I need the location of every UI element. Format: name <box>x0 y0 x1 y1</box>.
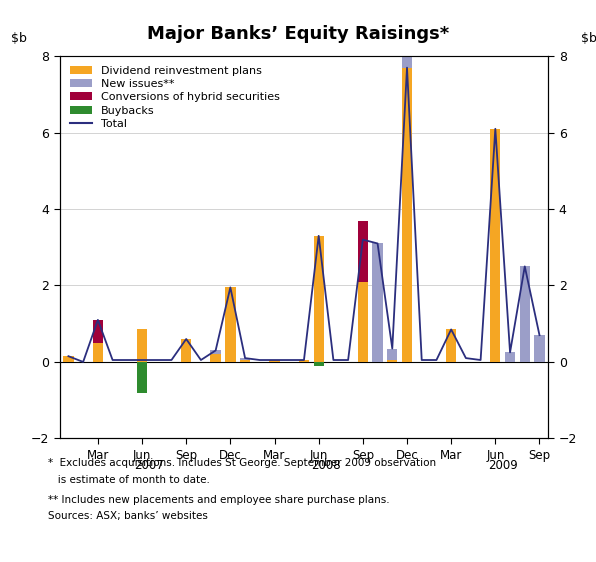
Text: Major Banks’ Equity Raisings*: Major Banks’ Equity Raisings* <box>147 25 449 43</box>
Text: $b: $b <box>11 31 27 45</box>
Bar <box>402 0 412 67</box>
Bar <box>446 329 457 362</box>
Bar <box>137 329 147 362</box>
Bar <box>520 266 530 362</box>
Text: is estimate of month to date.: is estimate of month to date. <box>48 475 210 485</box>
Text: ** Includes new placements and employee share purchase plans.: ** Includes new placements and employee … <box>48 495 389 505</box>
Bar <box>93 320 103 343</box>
Bar <box>93 343 103 362</box>
Bar <box>358 220 368 282</box>
Text: $b: $b <box>581 31 596 45</box>
Bar <box>505 352 515 362</box>
Bar <box>210 351 221 354</box>
Bar <box>372 243 383 362</box>
Bar <box>490 129 501 362</box>
Bar <box>535 335 545 362</box>
Bar <box>313 362 324 366</box>
Bar <box>313 236 324 362</box>
Bar <box>63 356 73 362</box>
Text: *  Excludes acquisitions. Includes St George. September 2009 observation: * Excludes acquisitions. Includes St Geo… <box>48 458 436 468</box>
Bar <box>358 282 368 362</box>
Bar <box>387 360 398 362</box>
Text: 2008: 2008 <box>311 459 341 473</box>
Bar <box>225 287 235 362</box>
Bar <box>240 358 250 360</box>
Bar <box>210 354 221 362</box>
Bar <box>240 360 250 362</box>
Bar <box>181 339 191 362</box>
Bar <box>387 348 398 360</box>
Bar <box>299 360 309 362</box>
Text: Sources: ASX; banks’ websites: Sources: ASX; banks’ websites <box>48 511 207 522</box>
Legend: Dividend reinvestment plans, New issues**, Conversions of hybrid securities, Buy: Dividend reinvestment plans, New issues*… <box>70 66 280 129</box>
Bar <box>402 67 412 362</box>
Bar <box>269 360 280 362</box>
Text: 2009: 2009 <box>488 459 517 473</box>
Bar <box>137 362 147 392</box>
Text: 2007: 2007 <box>135 459 164 473</box>
